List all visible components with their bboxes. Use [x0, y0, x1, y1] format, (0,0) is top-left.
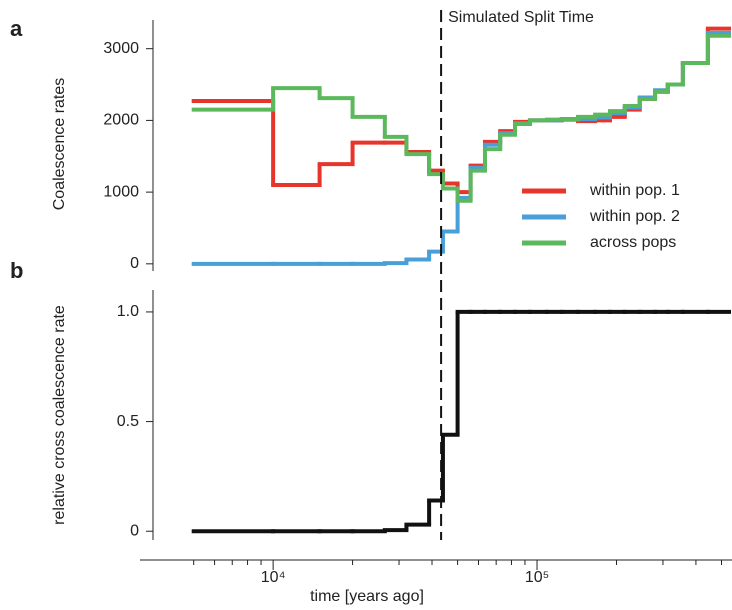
y-tick-label: 0	[130, 522, 139, 539]
y-tick-label: 0	[130, 255, 139, 272]
y-tick-label: 1000	[103, 183, 139, 200]
y-tick-label: 1.0	[117, 303, 139, 320]
legend-label: across pops	[590, 234, 676, 251]
panel-label: a	[10, 16, 23, 41]
y-axis-title: Coalescence rates	[51, 78, 68, 211]
panel-label: b	[10, 258, 23, 283]
legend-label: within pop. 2	[589, 208, 680, 225]
y-tick-label: 0.5	[117, 413, 139, 430]
legend-label: within pop. 1	[589, 182, 680, 199]
annotation: Simulated Split Time	[448, 9, 594, 26]
x-axis-title: time [years ago]	[310, 588, 424, 605]
y-tick-label: 2000	[103, 112, 139, 129]
x-tick-label: 10⁵	[525, 569, 549, 586]
x-tick-label: 10⁴	[261, 569, 286, 586]
y-tick-label: 3000	[103, 40, 139, 57]
y-axis-title: relative cross coalescence rate	[51, 305, 68, 525]
